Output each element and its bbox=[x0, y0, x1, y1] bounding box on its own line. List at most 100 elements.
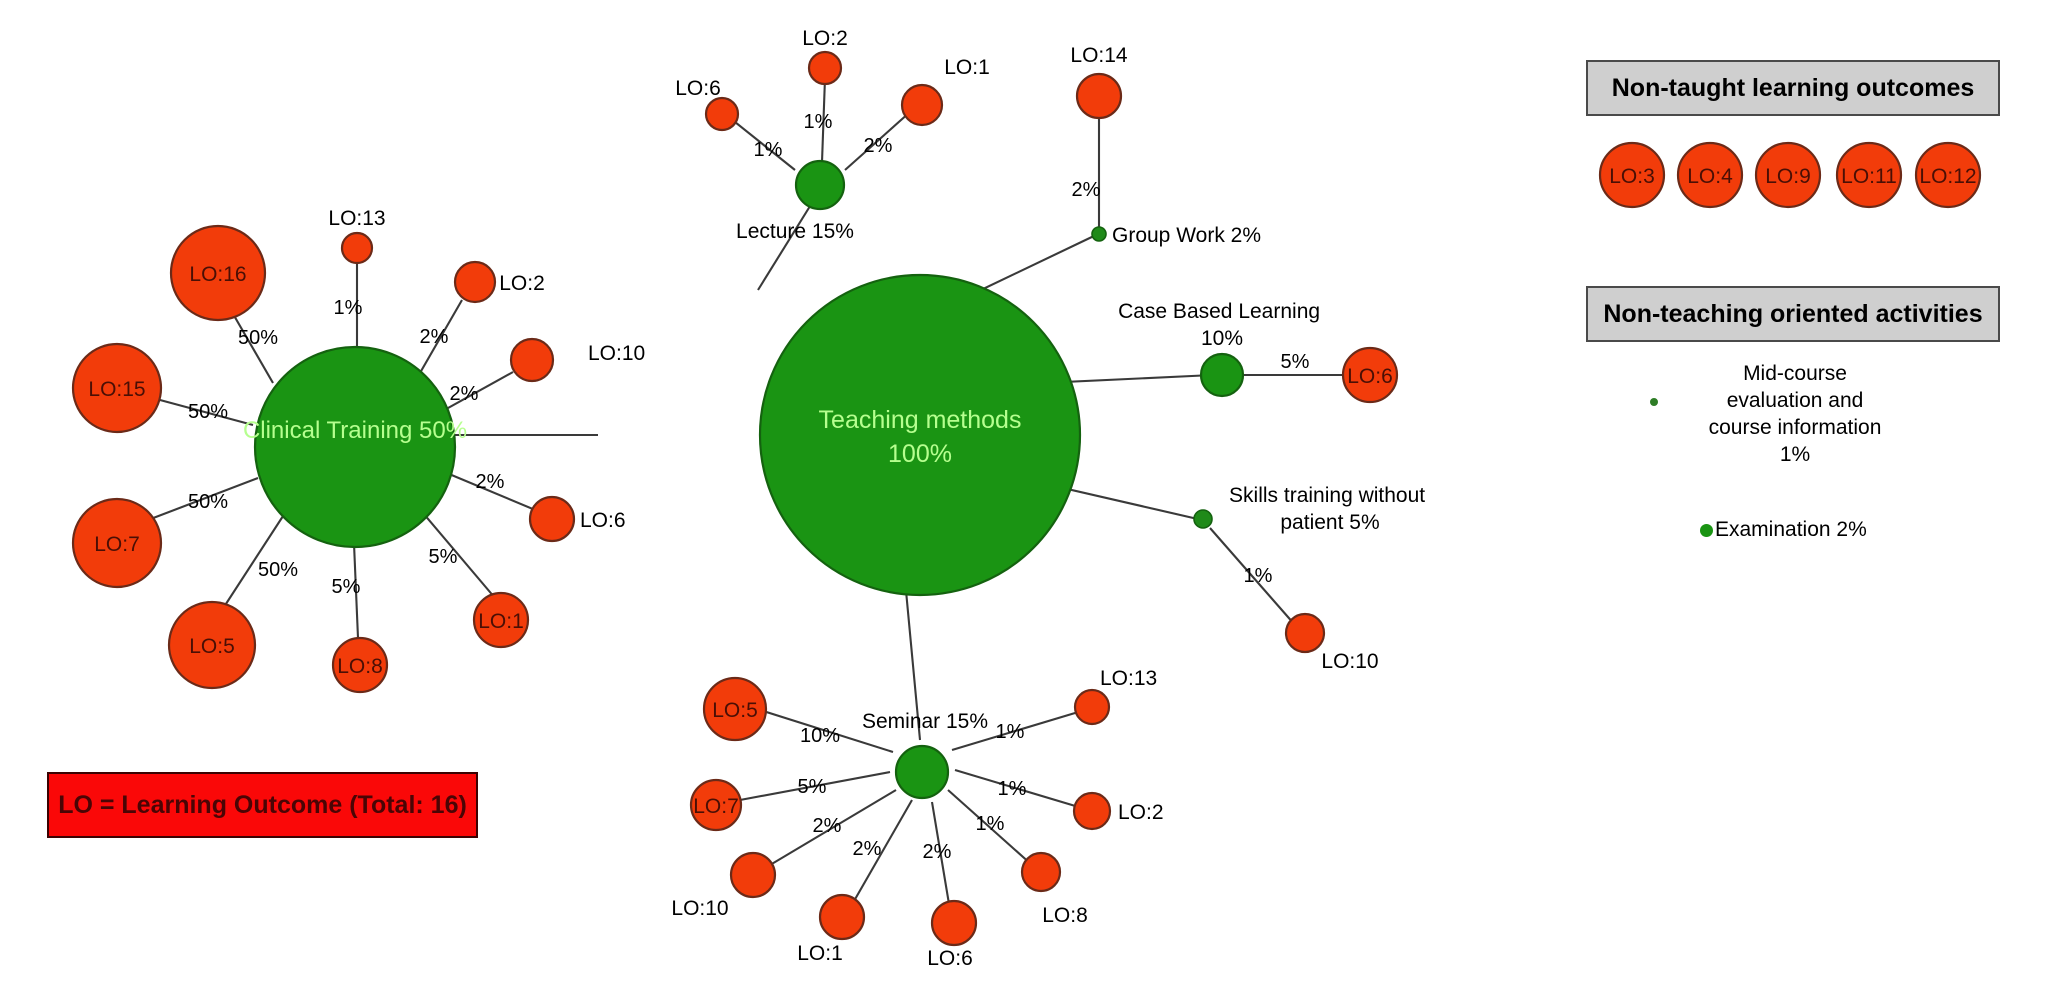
edge-lecture-lo6 bbox=[729, 117, 796, 171]
weight-seminar-lo1: 2% bbox=[853, 838, 882, 860]
label-lo8-seminar: LO:8 bbox=[1042, 904, 1088, 927]
node-lo12-nontaught[interactable] bbox=[1914, 141, 1982, 209]
node-lo14-groupwork[interactable] bbox=[1075, 72, 1123, 120]
node-lo1-lecture[interactable] bbox=[900, 83, 944, 127]
edge-clinical-lo15 bbox=[159, 398, 254, 427]
label-lo7-seminar: LO:7 bbox=[693, 795, 739, 818]
node-lo8-seminar[interactable] bbox=[1020, 851, 1062, 893]
activity-mid-course-evaluation: Mid-course evaluation and course informa… bbox=[1650, 360, 1910, 468]
node-lo10-skills[interactable] bbox=[1284, 612, 1326, 654]
edge-seminar-lo1 bbox=[849, 799, 913, 909]
node-lo5-seminar[interactable] bbox=[702, 676, 768, 742]
label-lo10-clinical: LO:10 bbox=[588, 342, 645, 365]
label-lo7-clinical: LO:7 bbox=[94, 533, 140, 556]
node-lo10-clinical[interactable] bbox=[509, 337, 555, 383]
weight-cbl-lo6: 5% bbox=[1281, 351, 1310, 373]
activity-examination: Examination 2% bbox=[1700, 518, 1867, 542]
node-lo3-nontaught[interactable] bbox=[1598, 141, 1666, 209]
node-lo1-seminar[interactable] bbox=[818, 893, 866, 941]
edge-seminar-lo10 bbox=[764, 789, 897, 869]
panel-non-teaching-activities: Non-teaching oriented activities bbox=[1586, 286, 2000, 342]
label-lo12-nontaught: LO:12 bbox=[1919, 165, 1976, 188]
weight-clinical-lo1: 5% bbox=[429, 546, 458, 568]
label-lo11-nontaught: LO:11 bbox=[1841, 165, 1897, 188]
weight-seminar-lo5: 10% bbox=[800, 725, 840, 747]
node-group-work[interactable] bbox=[1091, 226, 1107, 242]
node-lo15-clinical[interactable] bbox=[71, 342, 163, 434]
weight-seminar-lo13: 1% bbox=[996, 721, 1025, 743]
weight-clinical-lo7: 50% bbox=[188, 491, 228, 513]
edge-clinical-lo7 bbox=[147, 477, 259, 521]
weight-clinical-lo5: 50% bbox=[258, 559, 298, 581]
weight-seminar-lo7: 5% bbox=[798, 776, 827, 798]
label-lo6-lecture: LO:6 bbox=[675, 77, 721, 100]
green-dot-icon-midcourse bbox=[1650, 398, 1658, 406]
weight-groupwork-lo14: 2% bbox=[1072, 179, 1101, 201]
node-lo4-nontaught[interactable] bbox=[1676, 141, 1744, 209]
label-lo6-seminar: LO:6 bbox=[927, 947, 973, 970]
label-case-based-learning: Case Based Learning 10% bbox=[1118, 300, 1326, 350]
weight-lecture-lo1: 2% bbox=[864, 135, 893, 157]
weight-clinical-lo10: 2% bbox=[450, 383, 479, 405]
node-lo2-lecture[interactable] bbox=[807, 50, 843, 86]
node-lo7-clinical[interactable] bbox=[71, 497, 163, 589]
node-lo6-clinical[interactable] bbox=[528, 495, 576, 543]
node-lecture[interactable] bbox=[794, 159, 846, 211]
skills-line-2: patient 5% bbox=[1280, 511, 1379, 534]
label-lo1-seminar: LO:1 bbox=[797, 942, 843, 965]
node-lo13-clinical[interactable] bbox=[340, 231, 374, 265]
node-lo9-nontaught[interactable] bbox=[1754, 141, 1822, 209]
node-clinical-training[interactable] bbox=[253, 345, 457, 549]
label-lo9-nontaught: LO:9 bbox=[1765, 165, 1811, 188]
node-lo13-seminar[interactable] bbox=[1073, 688, 1111, 726]
cbl-line-2: 10% bbox=[1201, 327, 1243, 350]
label-group-work: Group Work 2% bbox=[1112, 224, 1261, 247]
weight-seminar-lo8: 1% bbox=[976, 813, 1005, 835]
node-lo1-clinical[interactable] bbox=[472, 591, 530, 649]
node-lo10-seminar[interactable] bbox=[729, 851, 777, 899]
label-lo10-seminar: LO:10 bbox=[671, 897, 728, 920]
weight-clinical-lo16: 50% bbox=[238, 327, 278, 349]
edge-lecture-lo1 bbox=[844, 111, 911, 171]
panel-non-taught-title: Non-taught learning outcomes bbox=[1611, 73, 1975, 102]
label-teaching-methods-value: 100% bbox=[888, 440, 952, 468]
node-lo6-seminar[interactable] bbox=[930, 899, 978, 947]
label-lo16-clinical: LO:16 bbox=[189, 263, 246, 286]
label-lo6-cbl: LO:6 bbox=[1347, 365, 1393, 388]
node-lo2-clinical[interactable] bbox=[453, 260, 497, 304]
weight-skills-lo10: 1% bbox=[1244, 565, 1273, 587]
label-skills-training: Skills training without patient 5% bbox=[1229, 484, 1431, 534]
weight-clinical-lo8: 5% bbox=[332, 576, 361, 598]
node-lo6-cbl[interactable] bbox=[1341, 346, 1399, 404]
weight-seminar-lo6: 2% bbox=[923, 841, 952, 863]
node-lo11-nontaught[interactable] bbox=[1835, 141, 1903, 209]
node-lo2-seminar[interactable] bbox=[1072, 791, 1112, 831]
node-teaching-methods[interactable] bbox=[758, 273, 1082, 597]
node-seminar[interactable] bbox=[894, 744, 950, 800]
label-lo13-seminar: LO:13 bbox=[1100, 667, 1157, 690]
node-skills-training[interactable] bbox=[1193, 509, 1213, 529]
node-layer bbox=[71, 50, 1399, 947]
activity-mid-course-label: Mid-course evaluation and course informa… bbox=[1708, 362, 1882, 466]
cbl-line-1: Case Based Learning bbox=[1118, 300, 1320, 323]
label-lo1-lecture: LO:1 bbox=[944, 56, 990, 79]
node-lo8-clinical[interactable] bbox=[331, 636, 389, 694]
label-lo3-nontaught: LO:3 bbox=[1609, 165, 1655, 188]
label-lecture: Lecture 15% bbox=[736, 220, 854, 243]
label-lo15-clinical: LO:15 bbox=[88, 378, 145, 401]
label-lo2-clinical: LO:2 bbox=[499, 272, 545, 295]
node-lo16-clinical[interactable] bbox=[169, 224, 267, 322]
label-lo13-clinical: LO:13 bbox=[328, 207, 385, 230]
weight-lecture-lo6: 1% bbox=[754, 139, 783, 161]
edge-skills-lo10 bbox=[1209, 527, 1296, 626]
weight-clinical-lo6: 2% bbox=[476, 471, 505, 493]
label-lo8-clinical: LO:8 bbox=[337, 655, 383, 678]
node-lo6-lecture[interactable] bbox=[704, 96, 740, 132]
node-case-based-learning[interactable] bbox=[1199, 352, 1245, 398]
node-lo5-clinical[interactable] bbox=[167, 600, 257, 690]
node-lo7-seminar[interactable] bbox=[689, 778, 743, 832]
edge-seminar-lo13 bbox=[951, 708, 1086, 752]
edge-seminar-lo6 bbox=[930, 801, 952, 911]
